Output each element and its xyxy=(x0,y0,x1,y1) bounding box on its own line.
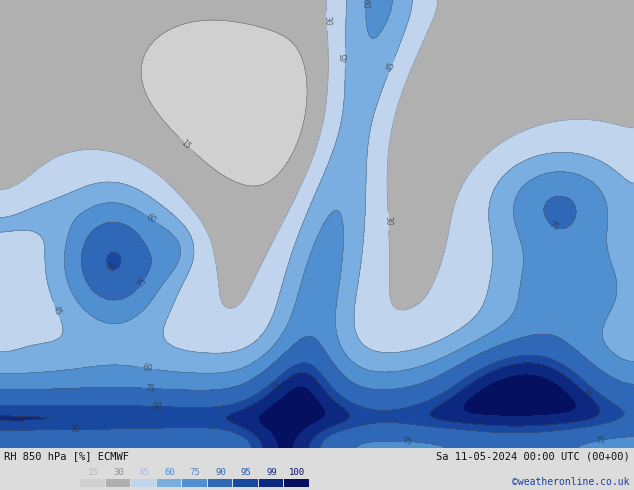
Text: 75: 75 xyxy=(595,435,607,445)
Text: 75: 75 xyxy=(145,384,155,393)
Text: 95: 95 xyxy=(241,468,252,477)
Text: 30: 30 xyxy=(322,16,332,26)
Text: 60: 60 xyxy=(145,213,158,225)
Text: 45: 45 xyxy=(51,304,63,317)
Text: 95: 95 xyxy=(580,388,593,401)
Text: 90: 90 xyxy=(103,261,117,274)
Bar xyxy=(131,479,156,487)
Text: 30: 30 xyxy=(384,216,393,225)
Text: 95: 95 xyxy=(271,380,284,393)
Bar xyxy=(182,479,207,487)
Bar xyxy=(157,479,181,487)
Text: 45: 45 xyxy=(138,468,149,477)
Text: ©weatheronline.co.uk: ©weatheronline.co.uk xyxy=(512,477,630,487)
Text: 90: 90 xyxy=(215,468,226,477)
Text: 90: 90 xyxy=(152,402,162,411)
Bar xyxy=(105,479,130,487)
Text: 99: 99 xyxy=(266,468,277,477)
Text: 15: 15 xyxy=(179,138,192,151)
Text: 100: 100 xyxy=(289,468,306,477)
Text: 60: 60 xyxy=(164,468,175,477)
Bar xyxy=(259,479,283,487)
Text: 90: 90 xyxy=(70,425,80,434)
Text: 30: 30 xyxy=(113,468,124,477)
Text: 45: 45 xyxy=(340,52,350,62)
Text: Sa 11-05-2024 00:00 UTC (00+00): Sa 11-05-2024 00:00 UTC (00+00) xyxy=(436,451,630,461)
Text: 75: 75 xyxy=(403,437,413,446)
Text: 75: 75 xyxy=(190,468,200,477)
Bar xyxy=(285,479,309,487)
Text: 75: 75 xyxy=(547,220,560,233)
Text: RH 850 hPa [%] ECMWF: RH 850 hPa [%] ECMWF xyxy=(4,451,129,461)
Text: 15: 15 xyxy=(87,468,98,477)
Text: 95: 95 xyxy=(17,416,27,425)
Text: 60: 60 xyxy=(142,363,153,373)
Text: 60: 60 xyxy=(361,0,370,9)
Bar xyxy=(208,479,232,487)
Text: 75: 75 xyxy=(136,276,148,289)
Text: 45: 45 xyxy=(385,60,398,73)
Bar xyxy=(80,479,105,487)
Bar xyxy=(233,479,258,487)
